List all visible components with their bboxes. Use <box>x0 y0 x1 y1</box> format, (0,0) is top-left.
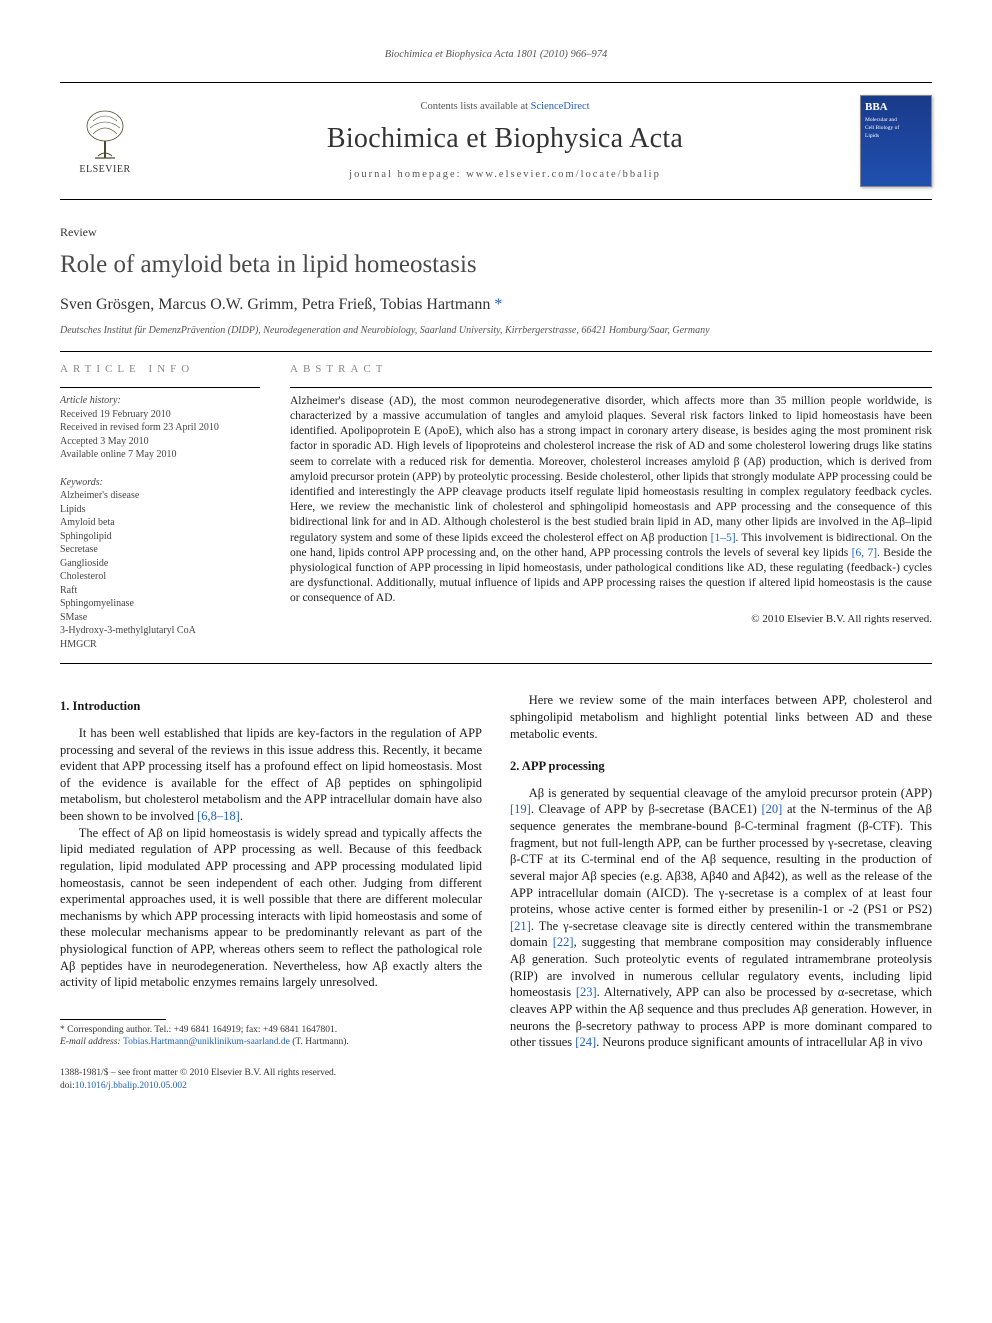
right-p1: Here we review some of the main interfac… <box>510 692 932 742</box>
intro-p1: It has been well established that lipids… <box>60 725 482 825</box>
article-info-column: article info Article history: Received 1… <box>60 362 260 651</box>
section-2-heading: 2. APP processing <box>510 758 932 775</box>
journal-name: Biochimica et Biophysica Acta <box>150 120 860 158</box>
intro-cite[interactable]: [6,8–18] <box>197 809 240 823</box>
footnote-line2: E-mail address: Tobias.Hartmann@uniklini… <box>60 1036 482 1048</box>
email-label: E-mail address: <box>60 1037 123 1047</box>
footnote-separator <box>60 1019 166 1020</box>
r-p2a: Aβ is generated by sequential cleavage o… <box>529 786 932 800</box>
keyword: Alzheimer's disease <box>60 489 260 503</box>
keyword: Raft <box>60 584 260 598</box>
cover-sub1: Molecular and <box>865 117 927 123</box>
abstract-text: Alzheimer's disease (AD), the most commo… <box>290 394 932 606</box>
info-label: article info <box>60 362 260 377</box>
keywords-label: Keywords: <box>60 476 260 490</box>
rule-above-info <box>60 351 932 352</box>
homepage-url: www.elsevier.com/locate/bbalip <box>466 169 661 180</box>
elsevier-tree-icon <box>78 106 133 161</box>
article-title: Role of amyloid beta in lipid homeostasi… <box>60 250 932 280</box>
masthead-center: Contents lists available at ScienceDirec… <box>150 95 860 187</box>
abstract-cite2[interactable]: [6, 7] <box>852 547 877 559</box>
right-column: Here we review some of the main interfac… <box>510 692 932 1051</box>
history-online: Available online 7 May 2010 <box>60 448 260 462</box>
corresponding-email[interactable]: Tobias.Hartmann@uniklinikum-saarland.de <box>123 1037 290 1047</box>
cite-24[interactable]: [24] <box>575 1035 596 1049</box>
intro-p1a: It has been well established that lipids… <box>60 726 482 823</box>
section-1-heading: 1. Introduction <box>60 698 482 715</box>
page-footer: 1388-1981/$ – see front matter © 2010 El… <box>60 1067 932 1093</box>
history-accepted: Accepted 3 May 2010 <box>60 435 260 449</box>
intro-p1b: . <box>240 809 243 823</box>
keyword: SMase <box>60 611 260 625</box>
homepage-label: journal homepage: <box>349 169 466 180</box>
cite-22[interactable]: [22] <box>553 935 574 949</box>
corresponding-marker: * <box>494 296 502 313</box>
abstract-t1: Alzheimer's disease (AD), the most commo… <box>290 395 932 544</box>
cite-23[interactable]: [23] <box>576 985 597 999</box>
keyword: 3-Hydroxy-3-methylglutaryl CoA <box>60 624 260 638</box>
page: Biochimica et Biophysica Acta 1801 (2010… <box>0 0 992 1132</box>
cover-bba: BBA <box>865 100 927 115</box>
journal-homepage: journal homepage: www.elsevier.com/locat… <box>150 168 860 182</box>
keyword: Amyloid beta <box>60 516 260 530</box>
history-received: Received 19 February 2010 <box>60 408 260 422</box>
footer-copyright: 1388-1981/$ – see front matter © 2010 El… <box>60 1067 336 1080</box>
masthead: ELSEVIER Contents lists available at Sci… <box>60 83 932 200</box>
cite-21[interactable]: [21] <box>510 919 531 933</box>
footer-left: 1388-1981/$ – see front matter © 2010 El… <box>60 1067 336 1093</box>
info-rule <box>60 387 260 388</box>
keyword: Ganglioside <box>60 557 260 571</box>
abstract-column: abstract Alzheimer's disease (AD), the m… <box>290 362 932 651</box>
history-revised: Received in revised form 23 April 2010 <box>60 421 260 435</box>
email-suffix: (T. Hartmann). <box>290 1037 349 1047</box>
info-abstract-row: article info Article history: Received 1… <box>60 362 932 664</box>
abstract-cite1[interactable]: [1–5] <box>711 532 736 544</box>
abstract-label: abstract <box>290 362 932 377</box>
right-p2: Aβ is generated by sequential cleavage o… <box>510 785 932 1051</box>
history-label: Article history: <box>60 394 260 408</box>
abstract-rule <box>290 387 932 388</box>
doi-label: doi: <box>60 1081 75 1091</box>
article-type: Review <box>60 224 932 240</box>
keyword: Lipids <box>60 503 260 517</box>
running-head: Biochimica et Biophysica Acta 1801 (2010… <box>60 48 932 62</box>
cover-sub3: Lipids <box>865 133 927 139</box>
corresponding-footnote: * Corresponding author. Tel.: +49 6841 1… <box>60 1024 482 1049</box>
cover-sub2: Cell Biology of <box>865 125 927 131</box>
keyword: HMGCR <box>60 638 260 652</box>
keywords-block: Keywords: Alzheimer's disease Lipids Amy… <box>60 476 260 652</box>
elsevier-logo: ELSEVIER <box>60 95 150 187</box>
authors: Sven Grösgen, Marcus O.W. Grimm, Petra F… <box>60 294 932 316</box>
footer-doi: doi:10.1016/j.bbalip.2010.05.002 <box>60 1080 336 1093</box>
abstract-copyright: © 2010 Elsevier B.V. All rights reserved… <box>290 612 932 627</box>
journal-cover-thumbnail: BBA Molecular and Cell Biology of Lipids <box>860 95 932 187</box>
cite-20[interactable]: [20] <box>761 802 782 816</box>
affiliation: Deutsches Institut für DemenzPrävention … <box>60 324 932 338</box>
r-p2c: at the N-terminus of the Aβ sequence gen… <box>510 802 932 916</box>
r-p2g: . Neurons produce significant amounts of… <box>596 1035 922 1049</box>
cite-19[interactable]: [19] <box>510 802 531 816</box>
footnote-line1: * Corresponding author. Tel.: +49 6841 1… <box>60 1024 482 1036</box>
body-columns: 1. Introduction It has been well establi… <box>60 692 932 1051</box>
author-list: Sven Grösgen, Marcus O.W. Grimm, Petra F… <box>60 296 494 313</box>
contents-prefix: Contents lists available at <box>420 101 530 112</box>
left-column: 1. Introduction It has been well establi… <box>60 692 482 1051</box>
keyword: Sphingomyelinase <box>60 597 260 611</box>
keyword: Secretase <box>60 543 260 557</box>
keyword: Sphingolipid <box>60 530 260 544</box>
r-p2b: . Cleavage of APP by β-secretase (BACE1) <box>531 802 762 816</box>
sciencedirect-link[interactable]: ScienceDirect <box>531 101 590 112</box>
intro-p2: The effect of Aβ on lipid homeostasis is… <box>60 825 482 991</box>
contents-line: Contents lists available at ScienceDirec… <box>150 100 860 114</box>
doi-link[interactable]: 10.1016/j.bbalip.2010.05.002 <box>75 1081 187 1091</box>
keyword: Cholesterol <box>60 570 260 584</box>
elsevier-label: ELSEVIER <box>79 163 130 177</box>
